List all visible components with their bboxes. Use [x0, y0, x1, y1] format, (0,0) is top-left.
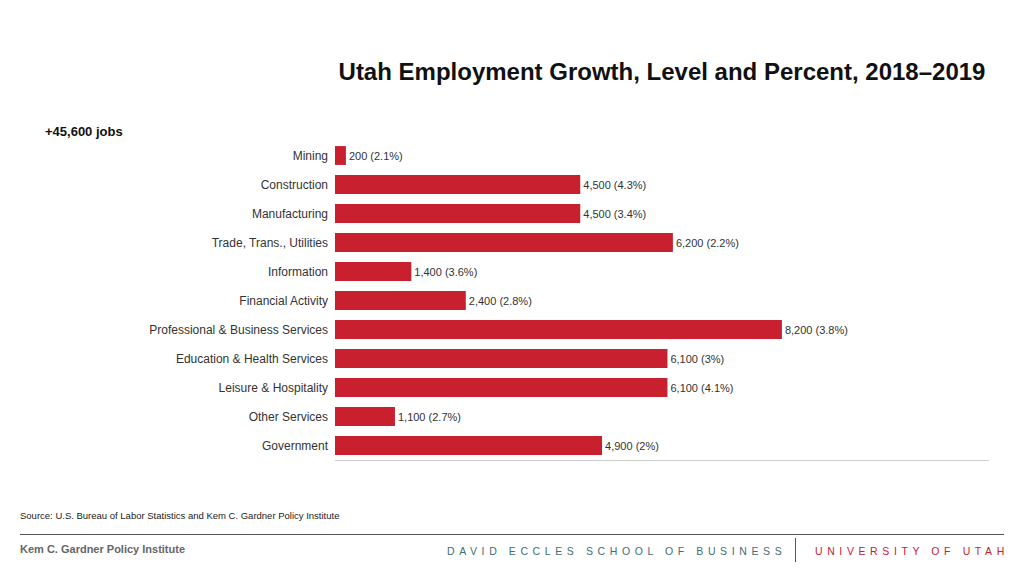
svg-text:8,200 (3.8%): 8,200 (3.8%) [785, 324, 848, 336]
svg-text:Financial Activity: Financial Activity [239, 294, 328, 308]
svg-text:Utah Employment Growth, Level: Utah Employment Growth, Level and Percen… [339, 58, 986, 85]
html-text:UNIVERSITY OF UTAH: UNIVERSITY OF UTAH [815, 545, 1009, 557]
svg-text:1,100 (2.7%): 1,100 (2.7%) [398, 411, 461, 423]
svg-text:4,900 (2%): 4,900 (2%) [605, 440, 659, 452]
html-text:Source: U.S. Bureau of Labor S: Source: U.S. Bureau of Labor Statistics … [20, 510, 340, 521]
svg-text:6,100 (3%): 6,100 (3%) [670, 353, 724, 365]
svg-text:Leisure & Hospitality: Leisure & Hospitality [219, 381, 328, 395]
svg-text:4,500 (4.3%): 4,500 (4.3%) [583, 179, 646, 191]
svg-text:Education & Health Services: Education & Health Services [176, 352, 328, 366]
svg-text:Other Services: Other Services [249, 410, 328, 424]
svg-text:Manufacturing: Manufacturing [252, 207, 328, 221]
svg-text:Government: Government [262, 439, 329, 453]
svg-text:4,500 (3.4%): 4,500 (3.4%) [583, 208, 646, 220]
svg-text:1,400 (3.6%): 1,400 (3.6%) [414, 266, 477, 278]
svg-text:Trade, Trans., Utilities: Trade, Trans., Utilities [212, 236, 328, 250]
svg-text:Mining: Mining [293, 149, 328, 163]
svg-text:6,200 (2.2%): 6,200 (2.2%) [676, 237, 739, 249]
svg-text:Construction: Construction [261, 178, 328, 192]
svg-text:200 (2.1%): 200 (2.1%) [349, 150, 403, 162]
svg-text:6,100 (4.1%): 6,100 (4.1%) [670, 382, 733, 394]
html-text:Kem C. Gardner Policy Institut: Kem C. Gardner Policy Institute [20, 543, 185, 555]
html-text:+45,600 jobs: +45,600 jobs [45, 124, 123, 139]
svg-text:Professional & Business Servic: Professional & Business Services [149, 323, 328, 337]
svg-text:Information: Information [268, 265, 328, 279]
html-text:DAVID ECCLES SCHOOL OF BUSINES: DAVID ECCLES SCHOOL OF BUSINESS [447, 545, 787, 557]
svg-text:2,400 (2.8%): 2,400 (2.8%) [469, 295, 532, 307]
